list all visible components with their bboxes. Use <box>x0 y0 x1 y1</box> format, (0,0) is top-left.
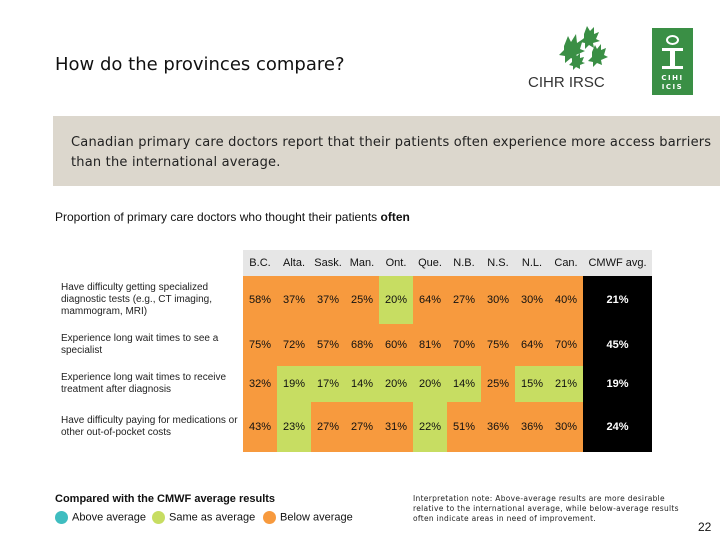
table-cell: 37% <box>311 276 345 324</box>
row-label: Have difficulty paying for medications o… <box>61 415 238 438</box>
cihr-wordmark: CIHR IRSC <box>528 74 605 91</box>
table-cell: 25% <box>481 366 515 402</box>
cmwf-average-cell: 21% <box>583 276 652 324</box>
table-cell: 23% <box>277 402 311 452</box>
province-comparison-table: B.C. Alta. Sask. Man. Ont. Que. N.B. N.S… <box>57 250 652 452</box>
table-cell: 81% <box>413 324 447 366</box>
table-row: Have difficulty paying for medications o… <box>57 402 652 452</box>
legend-swatch-icon <box>152 511 165 524</box>
table-cell: 20% <box>379 366 413 402</box>
row-label: Have difficulty getting specialized diag… <box>61 282 212 317</box>
table-cell: 37% <box>277 276 311 324</box>
legend-swatch-icon <box>55 511 68 524</box>
table-cell: 22% <box>413 402 447 452</box>
column-header: N.S. <box>481 250 515 276</box>
table-cell: 75% <box>481 324 515 366</box>
table-cell: 70% <box>447 324 481 366</box>
table-cell: 36% <box>515 402 549 452</box>
legend-title: Compared with the CMWF average results <box>55 493 276 505</box>
interpretation-note: Interpretation note: Above-average resul… <box>413 494 679 523</box>
cihi-logo-text-top: CIHI <box>661 74 684 82</box>
column-header: B.C. <box>243 250 277 276</box>
column-header: N.L. <box>515 250 549 276</box>
table-cell: 20% <box>379 276 413 324</box>
column-header: Man. <box>345 250 379 276</box>
table-cell: 14% <box>447 366 481 402</box>
cihi-logo-text-bottom: ICIS <box>661 83 684 91</box>
table-cell: 19% <box>277 366 311 402</box>
column-header: N.B. <box>447 250 481 276</box>
cmwf-average-cell: 24% <box>583 402 652 452</box>
legend-item-same: Same as average <box>152 511 255 524</box>
table-cell: 27% <box>311 402 345 452</box>
table-subtitle: Proportion of primary care doctors who t… <box>55 210 410 224</box>
table-cell: 57% <box>311 324 345 366</box>
page-number: 22 <box>698 520 712 534</box>
table-row: Experience long wait times to receive tr… <box>57 366 652 402</box>
table-cell: 30% <box>481 276 515 324</box>
legend-item-above: Above average <box>55 511 146 524</box>
table-cell: 17% <box>311 366 345 402</box>
cmwf-average-cell: 19% <box>583 366 652 402</box>
key-finding-banner: Canadian primary care doctors report tha… <box>53 116 720 186</box>
table-cell: 31% <box>379 402 413 452</box>
cmwf-average-cell: 45% <box>583 324 652 366</box>
subtitle-prefix: Proportion of primary care doctors who t… <box>55 210 381 224</box>
table-cell: 75% <box>243 324 277 366</box>
table-cell: 30% <box>549 402 583 452</box>
table-cell: 70% <box>549 324 583 366</box>
row-label: Experience long wait times to see a spec… <box>61 333 219 356</box>
table-cell: 36% <box>481 402 515 452</box>
page-title: How do the provinces compare? <box>55 54 345 75</box>
table-cell: 60% <box>379 324 413 366</box>
table-header-row: B.C. Alta. Sask. Man. Ont. Que. N.B. N.S… <box>57 250 652 276</box>
column-header: Sask. <box>311 250 345 276</box>
table-cell: 51% <box>447 402 481 452</box>
table-cell: 72% <box>277 324 311 366</box>
column-header: Ont. <box>379 250 413 276</box>
maple-leaves-icon <box>559 26 608 70</box>
table-cell: 25% <box>345 276 379 324</box>
table-cell: 58% <box>243 276 277 324</box>
table-row: Have difficulty getting specialized diag… <box>57 276 652 324</box>
table-cell: 21% <box>549 366 583 402</box>
table-row: Experience long wait times to see a spec… <box>57 324 652 366</box>
table-cell: 40% <box>549 276 583 324</box>
cihi-logo-mark-icon <box>666 35 679 45</box>
table-cell: 20% <box>413 366 447 402</box>
column-header: Alta. <box>277 250 311 276</box>
table-cell: 27% <box>447 276 481 324</box>
row-label: Experience long wait times to receive tr… <box>61 372 227 395</box>
column-header: Can. <box>549 250 583 276</box>
legend-swatch-icon <box>263 511 276 524</box>
legend: Compared with the CMWF average results A… <box>55 493 353 524</box>
table-cell: 43% <box>243 402 277 452</box>
legend-label: Above average <box>72 511 146 524</box>
legend-item-below: Below average <box>263 511 353 524</box>
table-cell: 64% <box>515 324 549 366</box>
subtitle-emphasis: often <box>380 210 410 224</box>
cihr-logo: CIHR IRSC <box>528 26 638 96</box>
table-cell: 64% <box>413 276 447 324</box>
cihi-logo: CIHI ICIS <box>652 28 693 95</box>
table-cell: 14% <box>345 366 379 402</box>
legend-label: Below average <box>280 511 353 524</box>
table-cell: 15% <box>515 366 549 402</box>
column-header: Que. <box>413 250 447 276</box>
table-cell: 30% <box>515 276 549 324</box>
table-cell: 68% <box>345 324 379 366</box>
table-cell: 32% <box>243 366 277 402</box>
legend-label: Same as average <box>169 511 256 524</box>
column-header: CMWF avg. <box>583 250 652 276</box>
table-cell: 27% <box>345 402 379 452</box>
